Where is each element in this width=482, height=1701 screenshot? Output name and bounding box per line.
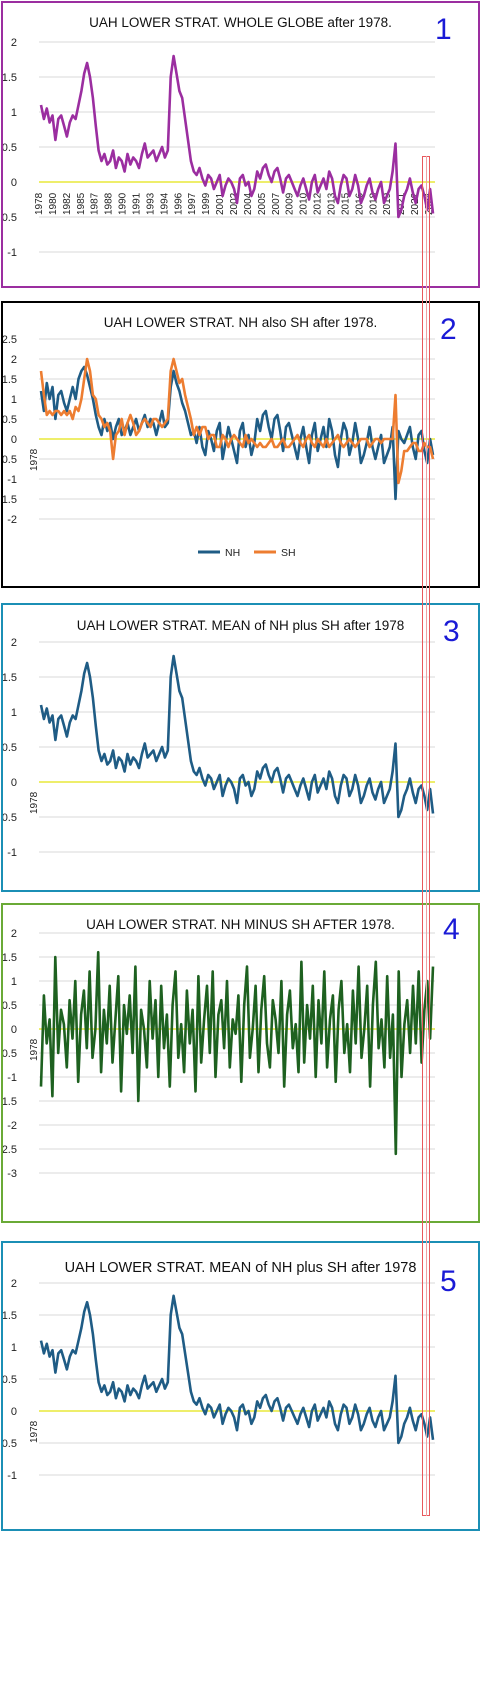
chart-1-svg: 21.510.50-0.5-11978198019821985198719881… [3,37,435,259]
x-axis-label: 1978 [29,791,40,814]
x-tick-label: 2019 [382,192,393,215]
chart-title: UAH LOWER STRAT. MEAN of NH plus SH afte… [76,618,405,633]
chart-panel-5: UAH LOWER STRAT. MEAN of NH plus SH afte… [1,1241,480,1531]
y-tick-label: -0.5 [3,1048,17,1060]
y-tick-label: -1.5 [3,1096,17,1108]
x-tick-label: 2001 [215,192,226,215]
x-tick-label: 2018 [368,192,379,215]
y-tick-label: 2 [11,637,17,649]
y-tick-label: -2.5 [3,1144,17,1156]
y-tick-label: -1 [7,847,17,859]
chart-panel-1: UAH LOWER STRAT. WHOLE GLOBE after 1978.… [1,1,480,288]
chart-panel-4: UAH LOWER STRAT. NH MINUS SH AFTER 1978.… [1,903,480,1223]
y-tick-label: 2.5 [3,334,17,346]
chart-5-svg: 2 1.5 1 0.5 0 -0.5 -1 1978 [3,1278,435,1482]
panel-number: 5 [440,1265,457,1298]
y-tick-label: -0.5 [3,812,17,824]
series-line [39,1294,435,1445]
x-tick-label: 1997 [187,192,198,215]
y-tick-label: 2 [11,1278,17,1290]
y-tick-label: 2 [11,928,17,940]
chart-panel-2: UAH LOWER STRAT. NH also SH after 1978. … [1,301,480,588]
series-line [39,357,435,485]
x-tick-label: 1978 [34,192,45,215]
x-tick-label: 1996 [173,192,184,215]
x-tick-label: 1982 [62,192,73,215]
panel-number: 4 [443,913,460,946]
y-tick-label: 2 [11,354,17,366]
x-tick-label: 1980 [48,192,59,215]
x-tick-label: 1988 [104,192,115,215]
y-tick-label: 1 [11,107,17,119]
y-tick-label: 1.5 [3,72,17,84]
y-tick-label: 0 [11,177,17,189]
chart-title: UAH LOWER STRAT. NH MINUS SH AFTER 1978. [86,917,395,932]
y-tick-label: -2 [7,514,17,526]
y-tick-label: -0.5 [3,1438,17,1450]
x-tick-label: 2015 [340,192,351,215]
y-tick-label: 1 [11,707,17,719]
y-tick-label: -0.5 [3,454,17,466]
x-tick-label: 2002 [229,192,240,215]
y-tick-label: -1.5 [3,494,17,506]
y-tick-label: 0 [11,777,17,789]
x-tick-label: 1985 [76,192,87,215]
x-tick-label: 2010 [299,192,310,215]
x-tick-label: 2004 [243,192,254,215]
chart-3-svg: 2 1.5 1 0.5 0 -0.5 -1 1978 [3,637,435,859]
y-tick-label: 0 [11,1024,17,1036]
y-tick-label: 1.5 [3,672,17,684]
x-tick-label: 1991 [132,192,143,215]
y-tick-label: -1 [7,247,17,259]
y-tick-label: 0.5 [3,142,17,154]
series-line [39,54,435,219]
x-tick-label: 2007 [271,192,282,215]
panel-number: 1 [435,13,452,46]
x-axis-label: 1978 [29,1038,40,1061]
chart-title: UAH LOWER STRAT. NH also SH after 1978. [103,315,378,330]
x-tick-label: 2013 [327,192,338,215]
chart-4-svg: 2 1.5 1 0.5 0 -0.5 -1 -1.5 -2 -2.5 -3 1978 [3,928,435,1180]
legend-label: NH [225,547,240,559]
x-tick-label: 1999 [201,192,212,215]
x-tick-label: 2012 [313,192,324,215]
y-tick-label: 0.5 [3,1374,17,1386]
chart-title: UAH LOWER STRAT. WHOLE GLOBE after 1978. [89,15,392,30]
y-tick-label: 0.5 [3,742,17,754]
y-tick-label: -2 [7,1120,17,1132]
series-line [39,654,435,819]
y-tick-label: 1.5 [3,374,17,386]
y-tick-label: 1.5 [3,952,17,964]
chart-2-svg: 2.5 2 1.5 1 0.5 0 -0.5 -1 -1.5 -2 1978 NH SH [3,334,435,559]
legend-label: SH [281,547,296,559]
series-line [39,365,435,501]
y-tick-label: 0.5 [3,1000,17,1012]
panel-number: 3 [443,615,460,648]
chart-title: UAH LOWER STRAT. MEAN of NH plus SH afte… [64,1260,417,1276]
x-tick-label: 2005 [257,192,268,215]
x-tick-label: 1990 [118,192,129,215]
chart-panel-3: UAH LOWER STRAT. MEAN of NH plus SH afte… [1,603,480,892]
y-tick-label: 1.5 [3,1310,17,1322]
y-tick-label: -1 [7,1470,17,1482]
y-tick-label: -0.5 [3,212,17,224]
y-tick-label: 2 [11,37,17,49]
y-tick-label: 0 [11,1406,17,1418]
y-tick-label: -1 [7,1072,17,1084]
x-axis-label: 1978 [29,1420,40,1443]
y-tick-label: 1 [11,1342,17,1354]
y-tick-label: 0.5 [3,414,17,426]
y-tick-label: 0 [11,434,17,446]
y-tick-label: 1 [11,976,17,988]
series-line [39,950,435,1156]
y-tick-label: -1 [7,474,17,486]
x-tick-label: 1987 [90,192,101,215]
x-tick-label: 1993 [145,192,156,215]
x-tick-label: 1994 [159,192,170,215]
panel-number: 2 [440,313,457,346]
y-tick-label: -3 [7,1168,17,1180]
x-axis-label: 1978 [29,448,40,471]
y-tick-label: 1 [11,394,17,406]
x-tick-label: 2009 [285,192,296,215]
